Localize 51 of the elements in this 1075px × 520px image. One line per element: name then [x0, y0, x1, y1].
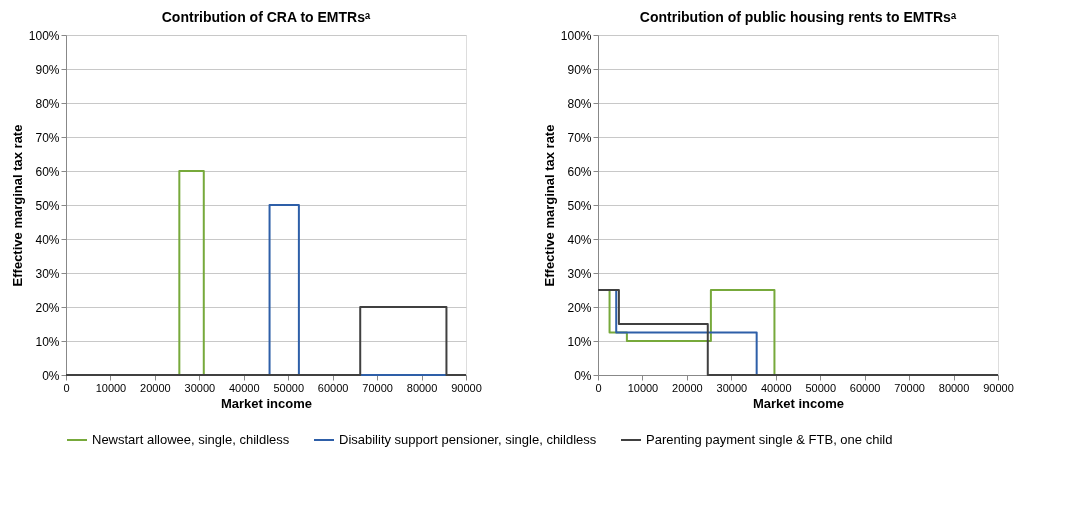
- y-tick-label: 70%: [567, 130, 592, 145]
- x-axis-title: Market income: [752, 395, 845, 411]
- y-tick-label: 80%: [567, 96, 592, 111]
- x-tick-label: 40000: [228, 381, 260, 394]
- legend-label: Parenting payment single & FTB, one child: [646, 432, 893, 447]
- y-tick-label: 10%: [567, 334, 592, 349]
- y-tick-label: 40%: [567, 232, 592, 247]
- x-tick-label: 70000: [894, 381, 925, 394]
- y-tick-label: 20%: [567, 300, 592, 315]
- chart-title: Contribution of CRA to EMTRsᵃ: [161, 9, 371, 25]
- x-tick-label: 30000: [184, 381, 216, 394]
- x-tick-label: 80000: [406, 381, 438, 394]
- y-tick-label: 50%: [35, 198, 60, 213]
- y-tick-label: 80%: [35, 96, 60, 111]
- x-tick-label: 10000: [95, 381, 127, 394]
- x-tick-label: 90000: [451, 381, 482, 394]
- y-axis-title: Effective marginal tax rate: [9, 124, 25, 287]
- x-tick-label: 80000: [938, 381, 970, 394]
- x-tick-label: 0: [595, 381, 602, 394]
- x-tick-label: 30000: [716, 381, 748, 394]
- y-tick-label: 100%: [560, 28, 592, 43]
- x-tick-label: 60000: [849, 381, 881, 394]
- y-tick-label: 60%: [35, 164, 60, 179]
- y-tick-label: 10%: [35, 334, 60, 349]
- x-tick-label: 90000: [983, 381, 1014, 394]
- x-tick-label: 0: [63, 381, 70, 394]
- legend-label: Newstart allowee, single, childless: [92, 432, 290, 447]
- y-tick-label: 0%: [42, 368, 60, 383]
- x-tick-label: 70000: [362, 381, 393, 394]
- x-axis-title: Market income: [220, 395, 313, 411]
- y-axis-title: Effective marginal tax rate: [541, 124, 557, 287]
- x-tick-label: 60000: [317, 381, 349, 394]
- x-tick-label: 50000: [805, 381, 837, 394]
- x-tick-label: 50000: [273, 381, 305, 394]
- y-tick-label: 0%: [574, 368, 592, 383]
- y-tick-label: 30%: [35, 266, 60, 281]
- y-tick-label: 20%: [35, 300, 60, 315]
- legend-label: Disability support pensioner, single, childless: [339, 432, 597, 447]
- y-tick-label: 60%: [567, 164, 592, 179]
- y-tick-label: 40%: [35, 232, 60, 247]
- x-tick-label: 20000: [672, 381, 703, 394]
- chart-title: Contribution of public housing rents to EMTRsᵃ: [639, 9, 957, 25]
- y-tick-label: 90%: [567, 62, 592, 77]
- x-tick-label: 10000: [627, 381, 659, 394]
- x-tick-label: 40000: [760, 381, 792, 394]
- y-tick-label: 30%: [567, 266, 592, 281]
- y-tick-label: 70%: [35, 130, 60, 145]
- x-tick-label: 20000: [140, 381, 171, 394]
- y-tick-label: 90%: [35, 62, 60, 77]
- y-tick-label: 50%: [567, 198, 592, 213]
- y-tick-label: 100%: [28, 28, 60, 43]
